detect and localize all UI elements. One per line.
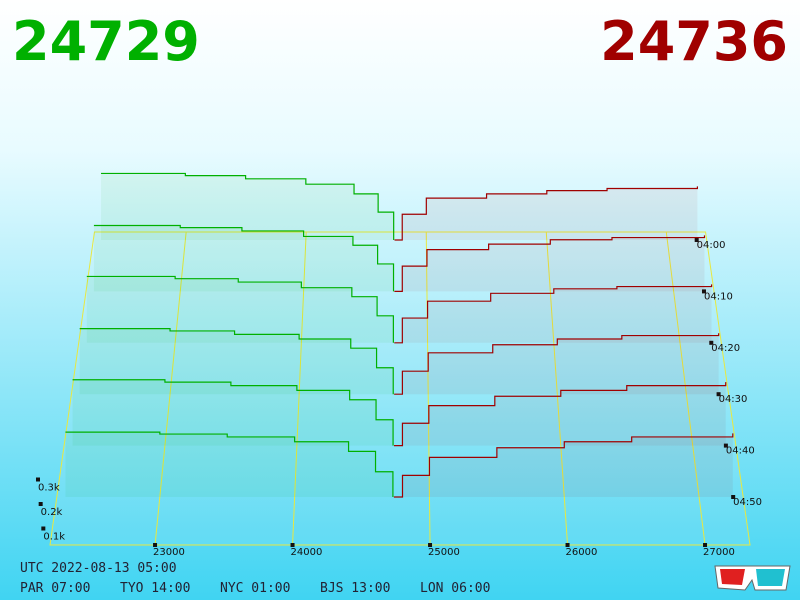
- depth-tick-label: 0.1k: [43, 532, 65, 543]
- depth-area: [93, 225, 394, 292]
- depth-line: [93, 224, 395, 292]
- depth-line: [394, 186, 699, 241]
- depth-area: [394, 186, 698, 240]
- grid-line: [425, 231, 431, 546]
- depth-area: [394, 284, 712, 343]
- tick-marker: [703, 543, 708, 547]
- depth-line: [393, 433, 734, 498]
- depth-line: [394, 235, 706, 292]
- depth-tick: [41, 526, 46, 531]
- depth-area: [101, 173, 394, 240]
- depth-tick: [36, 477, 40, 482]
- time-marker: [716, 392, 721, 397]
- clock: BJS 13:00: [320, 581, 390, 596]
- depth-tick-label: 0.2k: [41, 507, 63, 518]
- depth-tick: [38, 502, 43, 506]
- depth-area: [393, 382, 726, 446]
- depth-area: [72, 379, 394, 446]
- x-tick-label: 25000: [428, 547, 460, 558]
- time-marker: [701, 289, 706, 294]
- tick-marker: [290, 543, 295, 547]
- depth-line: [65, 431, 394, 497]
- clock: NYC 01:00: [220, 581, 290, 596]
- depth-line: [394, 284, 713, 344]
- grid-line: [154, 231, 187, 546]
- depth-area: [393, 433, 733, 497]
- depth-line: [79, 328, 394, 395]
- time-marker: [731, 495, 736, 499]
- x-tick-label: 26000: [566, 547, 598, 558]
- x-tick-label: 27000: [703, 547, 735, 558]
- time-label: 04:00: [697, 240, 726, 251]
- depth-line: [101, 172, 395, 240]
- floor: [49, 231, 751, 546]
- x-tick-label: 24000: [291, 547, 323, 558]
- clock: PAR 07:00: [20, 581, 90, 596]
- grid-line: [665, 231, 706, 546]
- depth-line: [393, 382, 727, 447]
- depth-area: [86, 276, 394, 343]
- time-label: 04:50: [733, 497, 762, 508]
- time-marker: [709, 340, 714, 345]
- depth-area: [394, 235, 705, 292]
- clock: TYO 14:00: [120, 581, 190, 596]
- time-label: 04:40: [726, 446, 755, 457]
- plot: 23000 24000 25000 26000 27000 04:00 04:10 04:20…: [36, 172, 762, 558]
- depth-line: [86, 275, 394, 343]
- tick-marker: [565, 543, 570, 547]
- x-tick-label: 23000: [153, 547, 185, 558]
- depth-tick-label: 0.3k: [38, 483, 60, 494]
- glasses-icon: [714, 565, 791, 591]
- grid-line: [545, 231, 569, 546]
- ask-price: 24736: [600, 10, 788, 73]
- time-marker: [723, 443, 728, 448]
- utc-time: UTC 2022-08-13 05:00: [20, 561, 177, 576]
- grid-line: [292, 231, 307, 546]
- tick-marker: [428, 543, 433, 547]
- depth-line: [72, 379, 394, 446]
- time-label: 04:20: [711, 343, 740, 354]
- depth-area: [65, 432, 393, 497]
- time-label: 04:30: [719, 394, 748, 405]
- clock: LON 06:00: [420, 581, 490, 596]
- depth-line: [394, 333, 720, 395]
- depth-area: [79, 328, 394, 395]
- time-label: 04:10: [704, 291, 733, 302]
- depth-area: [394, 333, 719, 395]
- tick-marker: [153, 543, 158, 547]
- time-marker: [694, 238, 699, 242]
- bid-price: 24729: [12, 10, 200, 73]
